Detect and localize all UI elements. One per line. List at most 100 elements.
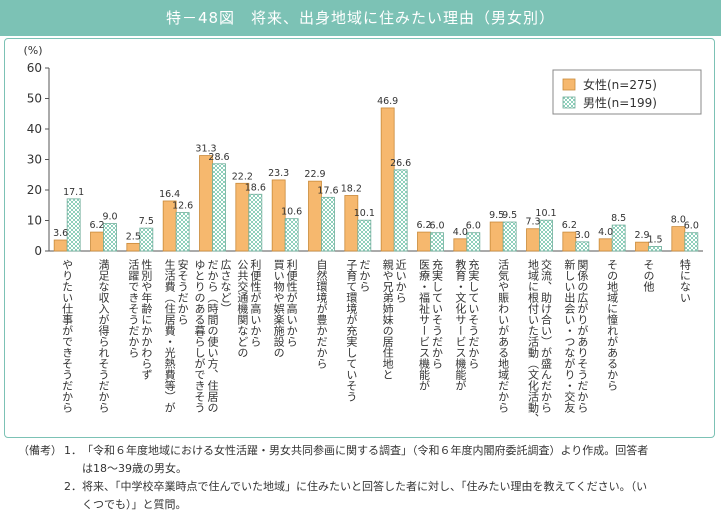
bar-female: [53, 239, 68, 252]
category-label-line: 充実していそうだから: [467, 258, 480, 369]
data-label-female: 4.0: [453, 227, 468, 238]
bar-female: [598, 238, 613, 252]
category-label-line: 活気や賑わいがある地域だから: [497, 259, 510, 413]
data-label-male: 6.0: [429, 221, 444, 232]
data-label-male: 9.0: [102, 212, 117, 223]
data-label-female: 46.9: [377, 96, 398, 107]
y-tick-label: 40: [27, 122, 42, 136]
category-label: 活気や賑わいがある地域だから: [497, 259, 510, 413]
bar-male: [502, 221, 517, 252]
chart-title: 特－48図 将来、出身地域に住みたい理由（男女別）: [0, 0, 721, 36]
data-label-female: 31.3: [195, 144, 216, 155]
legend-box: [552, 69, 702, 115]
category-label-line: 新しい出会い・つながり・交友: [563, 258, 576, 413]
category-label-line: 親や兄弟姉妹の居住地と: [381, 259, 394, 380]
category-label-line: 教育・文化サービス機能が: [454, 259, 467, 391]
category-label: 満足な収入が得られそうだから: [97, 259, 110, 413]
category-label-line: ゆとりのある暮らしができそう: [193, 259, 206, 413]
y-tick-label: 10: [27, 214, 42, 228]
note-text: は18～39歳の男女。: [82, 462, 187, 475]
bar-male: [393, 169, 408, 252]
bar-male: [139, 227, 154, 252]
bar-female: [126, 242, 141, 252]
bar-female: [453, 238, 468, 252]
category-label-line: 特にない: [678, 258, 691, 303]
y-tick-label: 20: [27, 183, 42, 197]
data-label-male: 12.6: [172, 201, 193, 212]
category-label-line: 充実していそうだから: [431, 258, 444, 369]
category-label-line: 関係の広がりがありそうだから: [576, 259, 589, 413]
legend-label: 女性(n=275): [583, 77, 657, 92]
category-label-line: その地域に憧れがあるから: [606, 259, 619, 391]
category-label-line: 買い物や娯楽施設の: [272, 259, 285, 358]
bar-female: [235, 182, 250, 252]
category-label-line: 満足な収入が得られそうだから: [97, 259, 110, 413]
bar-female: [489, 221, 504, 252]
bar-male: [611, 224, 626, 252]
data-label-male: 1.5: [647, 234, 662, 245]
data-label-female: 4.0: [598, 227, 613, 238]
data-label-female: 9.5: [489, 210, 504, 221]
category-label-line: 利便性が高いから: [249, 259, 262, 347]
data-label-male: 10.1: [535, 208, 556, 219]
bar-male: [66, 198, 81, 252]
bar-female: [90, 231, 104, 252]
data-label-male: 3.0: [575, 230, 590, 241]
data-label-male: 17.6: [317, 185, 338, 196]
bar-male: [212, 163, 226, 252]
data-label-male: 18.6: [245, 182, 266, 193]
data-label-female: 2.5: [126, 231, 141, 242]
bar-male: [539, 219, 553, 252]
bar-male: [430, 232, 444, 252]
category-label-line: だから: [358, 259, 371, 292]
bar-male: [575, 241, 590, 252]
legend-swatch: [562, 78, 576, 91]
bar-female: [380, 107, 395, 252]
category-label-line: 自然環境が豊かだから: [315, 259, 328, 369]
notes-label: （備考）: [18, 444, 62, 457]
category-label: やりたい仕事ができそうだから: [61, 259, 74, 413]
category-label: その他: [642, 259, 655, 292]
note-row-2b: くつでも）」と質問。: [18, 496, 708, 514]
data-label-male: 8.5: [611, 213, 626, 224]
category-label-line: 医療・福祉サービス機能が: [418, 259, 431, 391]
data-label-male: 6.0: [466, 221, 481, 232]
note-text: 「令和６年度地域における女性活躍・男女共同参画に関する調査」（令和６年度内閣府委…: [82, 444, 649, 457]
notes: （備考） 1． 「令和６年度地域における女性活躍・男女共同参画に関する調査」（令…: [18, 442, 708, 514]
data-label-female: 8.0: [671, 215, 686, 226]
category-label-line: 交流、助け合い）が盛んだから: [540, 258, 553, 413]
data-label-male: 10.1: [354, 208, 375, 219]
category-label: その地域に憧れがあるから: [606, 259, 619, 391]
category-label-line: だから（時間の使い方、住居の: [206, 259, 219, 413]
bar-chart: (%) 0 10 20 30 40 50 60 3.6 17.1 やりたい仕事ができそうだから 6.…: [23, 44, 703, 424]
category-label-line: やりたい仕事ができそうだから: [61, 259, 74, 413]
data-label-female: 22.9: [304, 169, 325, 180]
category-label-line: 近いから: [394, 259, 407, 303]
y-tick-label: 50: [27, 92, 42, 106]
bar-male: [103, 223, 117, 252]
bar-female: [199, 155, 213, 252]
category-label-line: 性別や年齢にかかわらず: [140, 258, 153, 380]
data-label-female: 3.6: [53, 228, 68, 239]
data-label-male: 17.1: [63, 187, 84, 198]
data-label-female: 16.4: [159, 189, 180, 200]
data-label-male: 10.6: [281, 207, 302, 218]
y-tick-label: 60: [27, 61, 42, 75]
category-label-line: 生活費（住居費・光熱費等）が: [163, 258, 176, 413]
note-row-1: （備考） 1． 「令和６年度地域における女性活躍・男女共同参画に関する調査」（令…: [18, 442, 708, 460]
category-label-line: 子育て環境が充実していそう: [345, 259, 358, 402]
category-label: 特にない: [678, 258, 691, 303]
data-label-male: 9.5: [502, 210, 517, 221]
bar-male: [284, 218, 299, 252]
category-label: 自然環境が豊かだから: [315, 259, 328, 369]
